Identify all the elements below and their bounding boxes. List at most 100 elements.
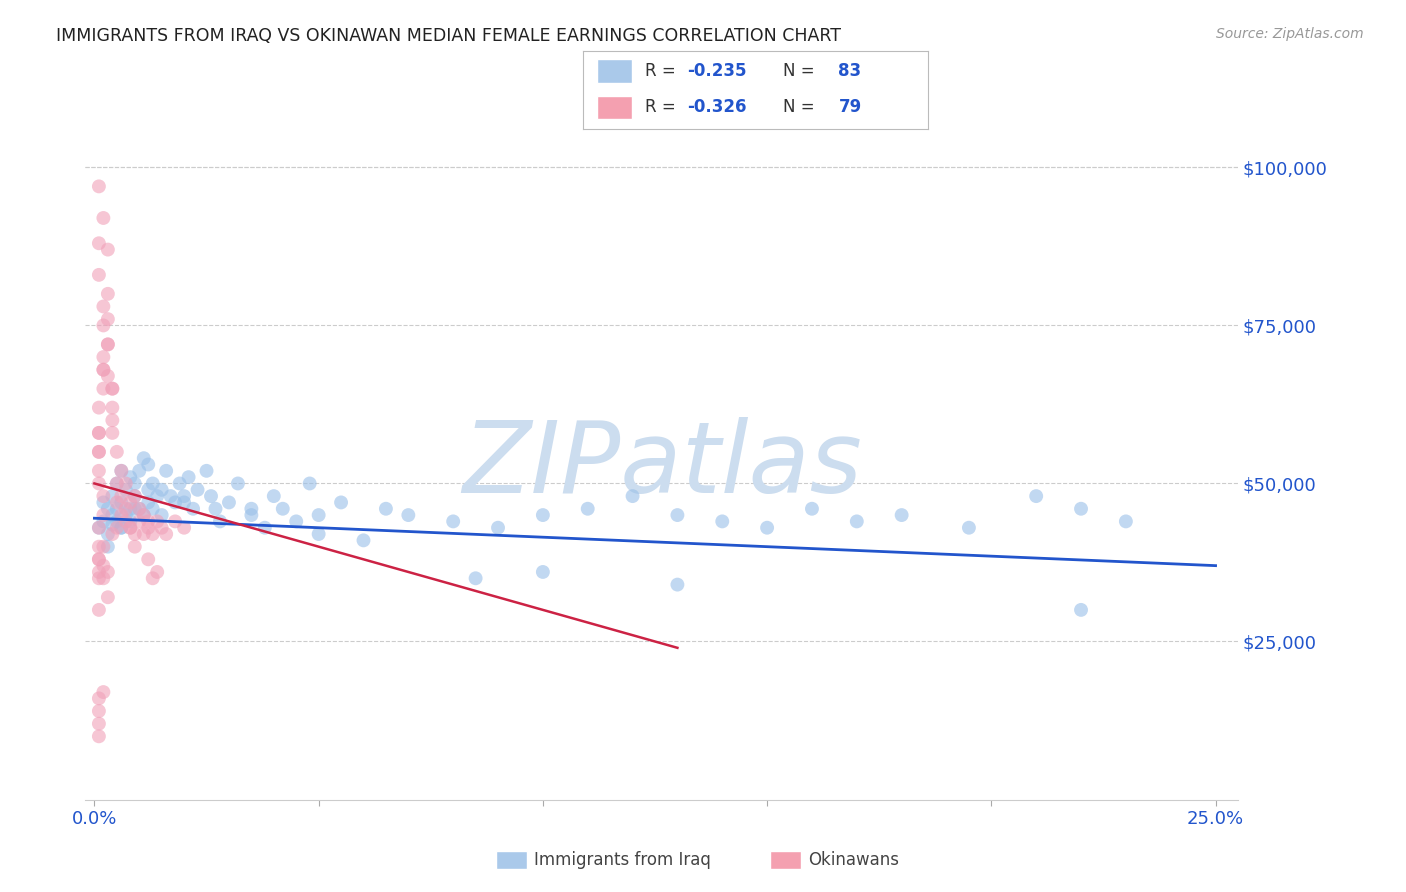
Point (93, 350, 115, 364)
Point (531, 565, 554, 579)
Text: R =: R = (645, 98, 682, 116)
Point (101, 382, 124, 396)
Point (208, 515, 231, 529)
Point (120, 470, 142, 484)
Point (93, 489, 115, 503)
Point (124, 527, 146, 541)
Point (87, 476, 110, 491)
Point (97, 243, 120, 257)
Point (87, 445, 110, 459)
Point (128, 464, 150, 478)
Point (177, 470, 200, 484)
Point (756, 521, 779, 535)
Point (155, 464, 177, 478)
Point (97, 286, 120, 301)
Point (890, 508, 912, 522)
Point (120, 495, 142, 509)
Point (87, 521, 110, 535)
Point (150, 483, 173, 497)
Point (308, 508, 330, 522)
Point (132, 527, 155, 541)
Point (110, 495, 132, 509)
Point (120, 521, 142, 535)
Point (87, 603, 110, 617)
Point (240, 501, 263, 516)
Point (800, 501, 823, 516)
Point (374, 501, 396, 516)
FancyBboxPatch shape (598, 95, 631, 120)
Text: 83: 83 (838, 62, 862, 80)
Point (114, 483, 136, 497)
Point (120, 515, 142, 529)
Point (93, 362, 115, 376)
Point (110, 464, 132, 478)
Point (226, 476, 249, 491)
Point (308, 527, 330, 541)
Point (105, 521, 128, 535)
Point (142, 501, 165, 516)
Point (97, 337, 120, 351)
Point (110, 489, 132, 503)
Point (120, 521, 142, 535)
Point (142, 527, 165, 541)
Point (93, 685, 115, 699)
Point (93, 495, 115, 509)
Point (124, 489, 146, 503)
Point (87, 691, 110, 706)
Text: Source: ZipAtlas.com: Source: ZipAtlas.com (1216, 27, 1364, 41)
Point (87, 464, 110, 478)
Point (114, 515, 136, 529)
Point (132, 508, 155, 522)
Point (531, 508, 554, 522)
Point (124, 489, 146, 503)
Point (114, 508, 136, 522)
Point (101, 489, 124, 503)
Point (146, 565, 169, 579)
Point (136, 552, 159, 566)
Point (136, 521, 159, 535)
Point (271, 501, 294, 516)
Point (128, 515, 150, 529)
Point (165, 515, 187, 529)
Point (105, 476, 128, 491)
Point (93, 300, 115, 314)
Point (253, 521, 276, 535)
Point (124, 476, 146, 491)
Point (464, 571, 486, 585)
Point (110, 508, 132, 522)
Point (110, 521, 132, 535)
Point (150, 508, 173, 522)
Text: N =: N = (783, 62, 820, 80)
Point (666, 577, 689, 591)
Point (218, 495, 240, 509)
Text: Okinawans: Okinawans (808, 851, 900, 869)
Point (87, 425, 110, 440)
Point (97, 540, 120, 554)
Point (97, 591, 120, 605)
Point (142, 476, 165, 491)
Point (173, 495, 195, 509)
Point (128, 501, 150, 516)
Point (87, 268, 110, 282)
Point (845, 515, 868, 529)
Point (200, 489, 222, 503)
Point (150, 521, 173, 535)
Point (87, 704, 110, 718)
Point (101, 517, 124, 532)
Point (187, 483, 209, 497)
Point (105, 501, 128, 516)
Point (240, 508, 263, 522)
Point (93, 211, 115, 225)
Point (114, 476, 136, 491)
Point (93, 558, 115, 573)
Text: -0.235: -0.235 (688, 62, 747, 80)
Point (93, 362, 115, 376)
Point (957, 521, 980, 535)
Point (204, 501, 226, 516)
Point (330, 495, 353, 509)
Point (136, 483, 159, 497)
Point (87, 236, 110, 251)
Point (105, 515, 128, 529)
Point (93, 515, 115, 529)
Point (136, 458, 159, 472)
